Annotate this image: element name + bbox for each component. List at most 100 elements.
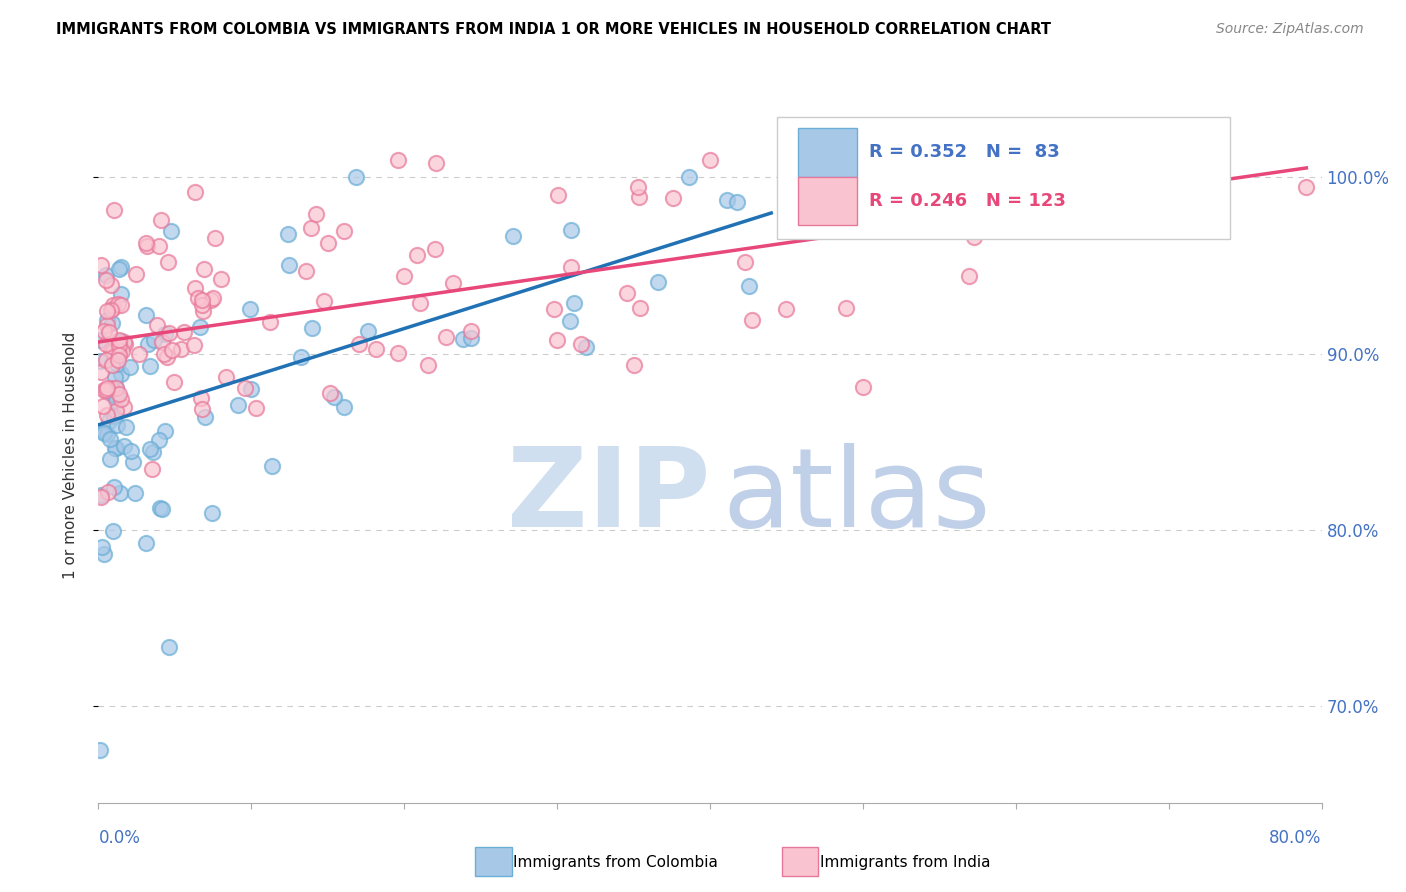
Point	[96, 352, 118, 367]
Point	[110, 287, 132, 301]
Point	[112, 401, 135, 415]
Text: 80.0%: 80.0%	[1270, 830, 1322, 847]
Point	[191, 303, 214, 318]
FancyBboxPatch shape	[799, 177, 856, 226]
Point	[193, 261, 215, 276]
Point	[560, 260, 582, 274]
Point	[616, 286, 638, 301]
Point	[112, 335, 135, 350]
Text: Immigrants from India: Immigrants from India	[820, 855, 990, 870]
Point	[107, 345, 129, 359]
Point	[716, 193, 738, 207]
Point	[425, 155, 447, 169]
Point	[405, 248, 427, 262]
Point	[364, 343, 387, 357]
Point	[204, 230, 226, 244]
Point	[108, 386, 131, 401]
Point	[104, 441, 127, 455]
Point	[98, 451, 121, 466]
Point	[101, 301, 124, 316]
Point	[738, 279, 761, 293]
Point	[135, 235, 157, 250]
Point	[96, 312, 118, 326]
FancyBboxPatch shape	[799, 128, 856, 177]
Point	[90, 490, 112, 504]
Point	[110, 368, 132, 382]
Point	[169, 342, 191, 356]
Point	[120, 443, 142, 458]
Text: R = 0.352   N =  83: R = 0.352 N = 83	[869, 144, 1060, 161]
Point	[188, 319, 211, 334]
Point	[569, 337, 592, 351]
Point	[184, 281, 207, 295]
Point	[943, 153, 966, 167]
Point	[976, 184, 998, 198]
Point	[96, 273, 118, 287]
Point	[157, 326, 180, 341]
Point	[100, 381, 122, 395]
Point	[897, 184, 920, 198]
Point	[562, 296, 585, 310]
Text: IMMIGRANTS FROM COLOMBIA VS IMMIGRANTS FROM INDIA 1 OR MORE VEHICLES IN HOUSEHOL: IMMIGRANTS FROM COLOMBIA VS IMMIGRANTS F…	[56, 22, 1052, 37]
Point	[112, 439, 135, 453]
Text: Source: ZipAtlas.com: Source: ZipAtlas.com	[1216, 22, 1364, 37]
Point	[434, 330, 457, 344]
Text: ZIP: ZIP	[506, 443, 710, 550]
Point	[103, 409, 125, 424]
Point	[200, 293, 222, 307]
Point	[1004, 212, 1026, 227]
Point	[239, 302, 262, 317]
Point	[105, 404, 128, 418]
Point	[91, 540, 114, 554]
Point	[104, 441, 127, 455]
Point	[135, 536, 157, 550]
Point	[94, 384, 117, 398]
Point	[93, 547, 115, 561]
Point	[392, 268, 415, 283]
Point	[148, 433, 170, 447]
Point	[775, 301, 797, 316]
Point	[146, 318, 169, 332]
Point	[93, 425, 115, 440]
Point	[546, 333, 568, 347]
Point	[100, 302, 122, 317]
Point	[191, 402, 214, 417]
Point	[957, 268, 980, 283]
Point	[233, 381, 256, 395]
Point	[502, 229, 524, 244]
Point	[162, 343, 184, 358]
Point	[96, 408, 118, 422]
Point	[148, 239, 170, 253]
Point	[93, 425, 115, 439]
Point	[387, 345, 409, 359]
Point	[141, 461, 163, 475]
Point	[114, 337, 136, 351]
Point	[946, 153, 969, 167]
Point	[963, 230, 986, 244]
Point	[89, 488, 111, 502]
Point	[209, 271, 232, 285]
Point	[94, 337, 117, 351]
Point	[623, 358, 645, 372]
Point	[97, 325, 120, 339]
Point	[103, 343, 125, 358]
Point	[305, 207, 328, 221]
Point	[699, 153, 721, 167]
Point	[100, 432, 122, 446]
Point	[347, 337, 370, 351]
Point	[96, 268, 118, 282]
Point	[560, 223, 582, 237]
Point	[115, 420, 138, 434]
Point	[780, 199, 803, 213]
Point	[90, 365, 112, 379]
Point	[110, 260, 132, 274]
Point	[153, 347, 176, 361]
Point	[725, 194, 748, 209]
Point	[103, 203, 125, 218]
Text: 0.0%: 0.0%	[98, 830, 141, 847]
Point	[333, 224, 356, 238]
Point	[201, 506, 224, 520]
Point	[110, 334, 132, 349]
Point	[460, 324, 482, 338]
Point	[149, 501, 172, 516]
